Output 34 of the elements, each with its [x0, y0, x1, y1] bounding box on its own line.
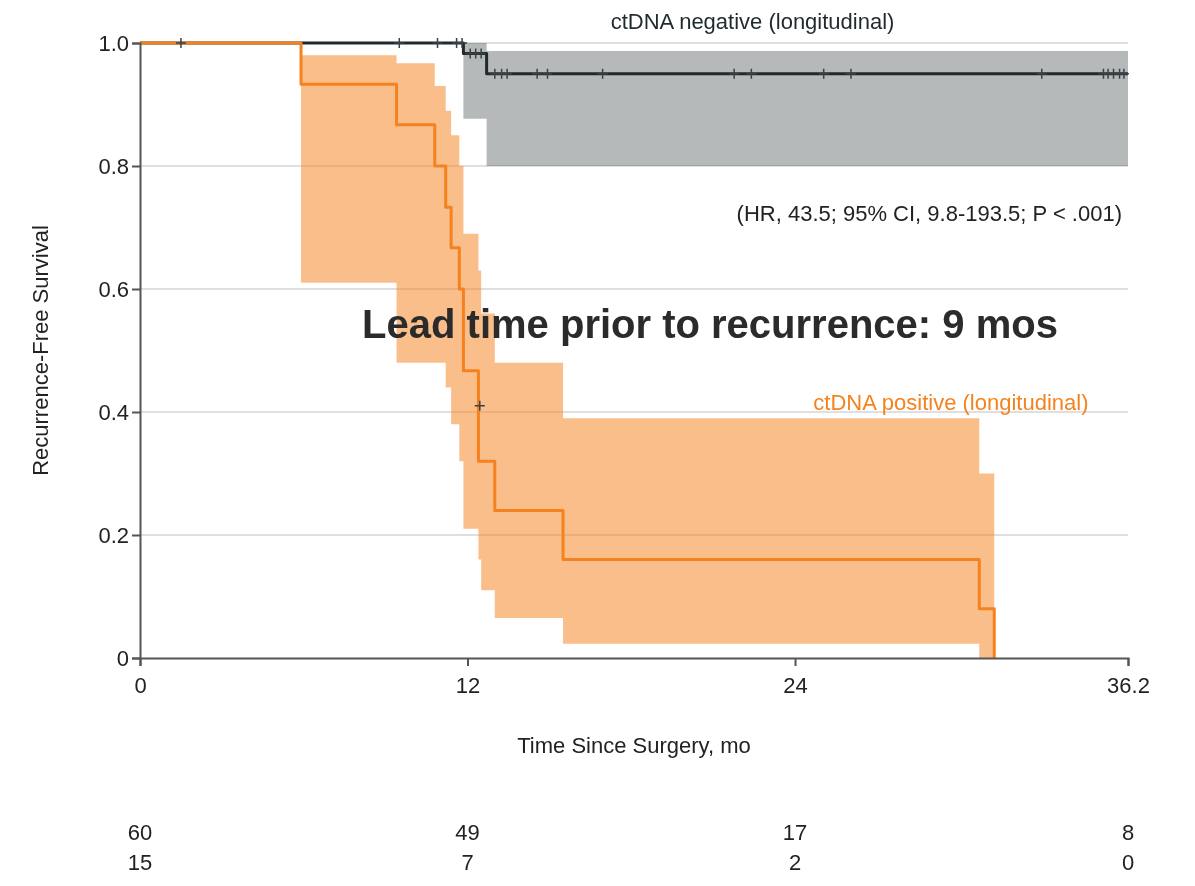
point: [431, 37, 444, 49]
point: [728, 68, 740, 80]
point: [845, 68, 857, 80]
point: [817, 68, 830, 80]
x-axis-title: Time Since Surgery, mo: [517, 733, 751, 758]
x-tick-label: 0: [134, 673, 147, 699]
y-tick-label: 0.2: [98, 522, 129, 548]
text: ctDNA positive (longitudinal): [813, 390, 1089, 416]
text: 49: [455, 820, 480, 845]
point: [596, 68, 609, 80]
point: [531, 68, 543, 80]
annotation: (HR, 43.5; 95% CI, 9.8-193.5; P < .001): [736, 201, 1122, 227]
y-tick-label: 1.0: [98, 30, 129, 56]
point: [474, 400, 486, 412]
point: [175, 37, 187, 49]
x-tick-label: 36.2: [1107, 673, 1150, 699]
text: 60: [127, 820, 153, 845]
text: 17: [782, 820, 808, 845]
point: [745, 68, 758, 80]
text: 8: [1121, 820, 1135, 845]
y-tick-label: 0: [116, 645, 129, 671]
x-tick-label: 24: [783, 673, 808, 699]
text: 7: [461, 850, 474, 875]
series-label: ctDNA negative (longitudinal): [610, 9, 895, 34]
point: [1036, 68, 1048, 80]
y-axis-title: Recurrence-Free Survival: [28, 225, 53, 476]
y-tick-label: 0.8: [98, 153, 129, 179]
text: 15: [127, 850, 153, 875]
y-tick-label: 0.4: [98, 399, 129, 425]
text: 0: [1121, 850, 1135, 875]
x-tick-label: 12: [455, 673, 481, 699]
y-tick-label: 0.6: [98, 276, 129, 302]
text: 2: [788, 850, 802, 875]
point: [541, 68, 554, 80]
